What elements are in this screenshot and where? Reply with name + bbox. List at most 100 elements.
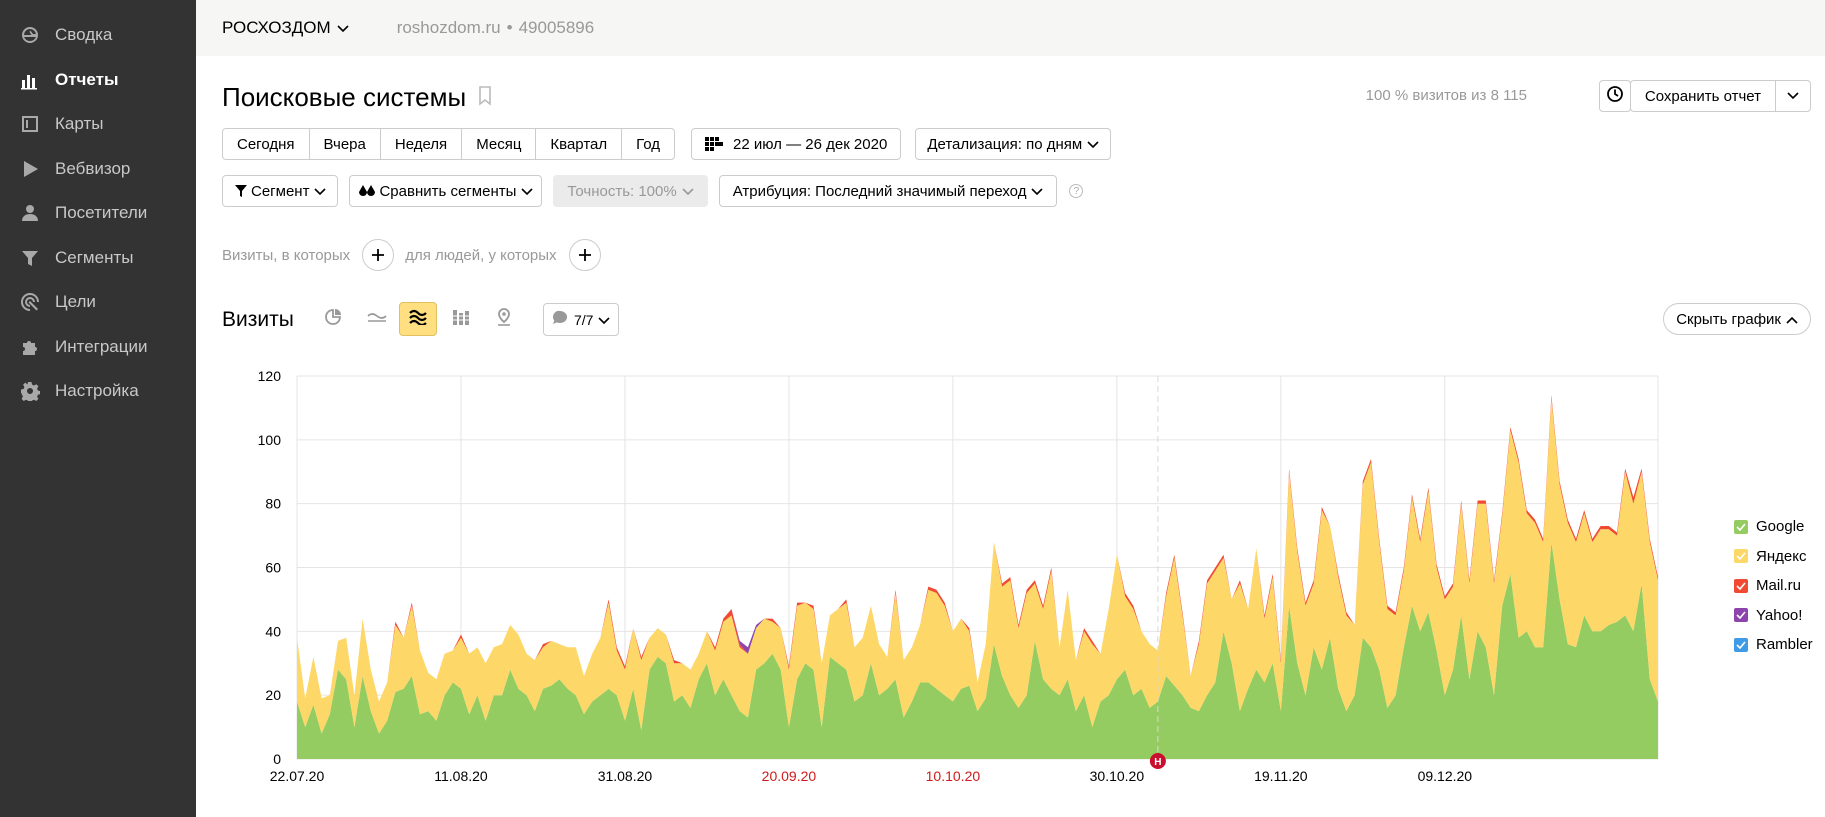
counter-site-info: roshozdom.ru • 49005896 [396,18,595,37]
counter-name: РОСХОЗДОМ [222,18,331,37]
user-icon [19,202,41,224]
add-visit-condition-button[interactable] [362,239,395,271]
main-content: Поисковые системы 100 % визитов из 8 115… [196,56,1825,817]
checkbox-icon [1734,549,1748,564]
period-yesterday[interactable]: Вчера [310,129,381,159]
compare-segments-button[interactable]: Сравнить сегменты [349,175,543,207]
checkbox-icon [1734,578,1748,593]
bar-view-button[interactable] [442,302,480,336]
sidebar-item-webvisor[interactable]: Вебвизор [0,147,196,192]
sidebar-item-segments[interactable]: Сегменты [0,236,196,281]
add-people-condition-button[interactable] [568,239,601,271]
sidebar-item-label: Сегменты [55,247,134,267]
target-icon [19,291,41,313]
period-month[interactable]: Месяц [462,129,537,159]
detail-dropdown[interactable]: Детализация: по дням [915,128,1112,160]
history-button[interactable] [1599,80,1631,112]
area-view-button[interactable] [399,302,437,336]
legend-item-mailru[interactable]: Mail.ru [1734,571,1813,601]
visits-filter-label: Визиты, в которых [222,246,351,264]
x-tick-label: 09.12.20 [1418,768,1473,784]
notes-count: 7/7 [574,311,594,328]
sidebar-item-label: Отчеты [55,69,119,89]
sidebar-item-label: Цели [55,292,96,312]
clock-icon [1606,85,1624,108]
sidebar-item-settings[interactable]: Настройка [0,369,196,414]
chart-title: Визиты [222,308,294,331]
chevron-down-icon [1087,136,1099,153]
chevron-up-icon [1786,311,1798,328]
funnel-icon [234,184,248,198]
legend-item-google[interactable]: Google [1734,512,1813,542]
chart-annotations: Н [1149,376,1166,769]
sidebar-item-maps[interactable]: Карты [0,102,196,147]
x-tick-label: 31.08.20 [598,768,653,784]
sidebar: Сводка Отчеты Карты Вебвизор Посетители … [0,0,196,817]
pie-view-button[interactable] [314,302,352,336]
chevron-down-icon [682,183,694,200]
checkbox-icon [1734,637,1748,652]
page-title: Поисковые системы [222,82,492,113]
counter-site: roshozdom.ru [396,18,501,37]
page-title-text: Поисковые системы [222,82,467,112]
segment-row: Сегмент Сравнить сегменты Точность: 100%… [222,175,1084,207]
map-pin-icon [496,307,512,331]
calendar-icon [705,137,724,151]
legend-item-yahoo[interactable]: Yahoo! [1734,601,1813,631]
period-today[interactable]: Сегодня [223,129,310,159]
legend-item-yandex[interactable]: Яндекс [1734,542,1813,572]
chevron-down-icon [521,183,533,200]
sidebar-item-goals[interactable]: Цели [0,280,196,325]
period-year[interactable]: Год [636,135,661,153]
period-selector: Сегодня Вчера Неделя Месяц Квартал Год [222,128,676,160]
top-bar: РОСХОЗДОМ roshozdom.ru • 49005896 [196,0,1825,56]
period-quarter[interactable]: Квартал [536,129,623,159]
bookmark-icon[interactable] [478,82,492,113]
sidebar-item-summary[interactable]: Сводка [0,13,196,58]
checkbox-icon [1734,519,1748,534]
date-range-button[interactable]: 22 июл — 26 дек 2020 [691,128,902,160]
pie-chart-icon [324,308,342,331]
puzzle-icon [19,336,41,358]
legend-label: Mail.ru [1756,577,1802,595]
annotation-label: Н [1154,757,1161,768]
sidebar-item-label: Интеграции [55,336,148,356]
attribution-dropdown[interactable]: Атрибуция: Последний значимый переход [718,175,1058,207]
hide-chart-button[interactable]: Скрыть график [1663,303,1811,335]
attribution-label: Атрибуция: Последний значимый переход [732,182,1027,200]
sidebar-item-label: Сводка [55,25,113,45]
chevron-down-icon [314,183,327,200]
hide-chart-label: Скрыть график [1676,310,1781,328]
area-yandex [297,398,1658,734]
legend-item-rambler[interactable]: Rambler [1734,630,1813,660]
period-row: Сегодня Вчера Неделя Месяц Квартал Год 2… [222,128,1112,160]
sidebar-item-reports[interactable]: Отчеты [0,58,196,103]
detail-text: Детализация: по дням [927,135,1083,153]
help-icon[interactable]: ? [1069,184,1084,198]
period-week[interactable]: Неделя [381,129,463,159]
counter-id: 49005896 [518,18,595,37]
play-icon [19,158,41,180]
gear-icon [19,380,41,402]
save-report-button[interactable]: Сохранить отчет [1631,81,1776,111]
map-view-button[interactable] [485,302,523,336]
notes-dropdown[interactable]: 7/7 [543,303,620,336]
sidebar-item-label: Настройка [55,381,139,401]
save-report-dropdown[interactable] [1776,81,1810,111]
sidebar-item-integrations[interactable]: Интеграции [0,325,196,370]
funnel-icon [19,247,41,269]
legend-label: Яндекс [1756,547,1807,565]
chevron-down-icon [1031,183,1044,200]
comment-icon [552,310,568,329]
compare-segments-label: Сравнить сегменты [379,182,517,200]
sidebar-item-visitors[interactable]: Посетители [0,191,196,236]
counter-selector[interactable]: РОСХОЗДОМ [222,18,349,38]
x-tick-label: 22.07.20 [270,768,325,784]
people-filter-label: для людей, у которых [405,246,557,264]
line-view-button[interactable] [358,302,396,336]
checkbox-icon [1734,608,1748,623]
accuracy-dropdown[interactable]: Точность: 100% [553,175,708,207]
segment-button[interactable]: Сегмент [222,175,339,207]
sidebar-item-label: Карты [55,114,104,134]
